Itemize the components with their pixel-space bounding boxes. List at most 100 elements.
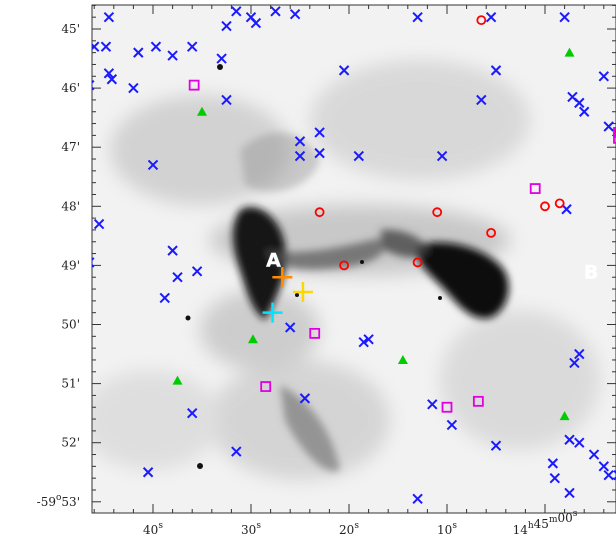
- x-marker: [485, 11, 497, 23]
- x-marker: [103, 68, 115, 79]
- triangle-marker: [247, 334, 258, 344]
- x-marker: [231, 6, 242, 17]
- plus-marker: [262, 302, 283, 323]
- region-label: A: [266, 249, 281, 271]
- triangle-marker: [559, 411, 570, 421]
- x-marker: [191, 266, 203, 277]
- x-marker: [167, 50, 178, 61]
- x-marker: [338, 65, 350, 76]
- x-marker: [294, 136, 306, 147]
- x-marker: [598, 461, 610, 472]
- square-marker: [613, 127, 616, 138]
- x-marker: [289, 9, 301, 20]
- y-tick-label: 47': [61, 140, 80, 154]
- y-tick-label: 50': [61, 318, 80, 332]
- x-marker: [186, 41, 198, 52]
- x-marker: [603, 469, 614, 481]
- circle-marker: [412, 257, 423, 268]
- x-marker: [603, 121, 614, 132]
- region-labels: AB: [266, 249, 599, 283]
- square-marker: [613, 132, 616, 144]
- x-marker: [250, 17, 262, 29]
- triangle-marker: [197, 106, 207, 116]
- y-tick-label: 49': [61, 258, 80, 272]
- x-tick-label: 20s: [339, 521, 359, 537]
- triangle-marker: [397, 354, 408, 364]
- y-tick-label: -59o53': [37, 493, 80, 509]
- x-marker: [547, 458, 559, 469]
- square-marker: [529, 183, 541, 194]
- x-marker: [82, 178, 91, 187]
- x-marker: [559, 11, 570, 23]
- triangle-marker: [564, 47, 575, 57]
- x-tick-labels: 40s30s20s10s14h45m00s50s40: [143, 509, 578, 537]
- x-marker: [299, 393, 311, 404]
- circle-marker: [432, 207, 443, 218]
- circle-marker: [554, 198, 565, 209]
- x-marker: [490, 65, 502, 76]
- x-marker: [147, 159, 159, 171]
- x-marker: [92, 79, 95, 91]
- x-marker: [216, 53, 227, 64]
- x-marker: [294, 150, 306, 162]
- x-tick-label: 40s: [143, 521, 163, 537]
- x-marker: [436, 150, 448, 162]
- square-marker: [472, 395, 484, 407]
- x-marker: [150, 41, 162, 52]
- x-marker: [574, 97, 585, 109]
- x-marker: [363, 334, 374, 345]
- x-marker: [92, 257, 95, 268]
- nebula-image: [92, 5, 616, 513]
- triangle-marker: [172, 375, 183, 385]
- y-tick-label: 48': [61, 199, 80, 213]
- x-marker: [588, 449, 600, 460]
- x-marker: [186, 407, 198, 419]
- x-marker: [476, 94, 487, 106]
- x-marker: [82, 57, 91, 66]
- x-marker: [446, 419, 458, 431]
- plus-marker: [272, 267, 293, 288]
- source-markers: [82, 6, 616, 505]
- circle-marker: [540, 201, 550, 212]
- x-marker: [92, 41, 100, 52]
- square-marker: [188, 79, 200, 91]
- x-marker: [106, 74, 118, 85]
- region-label: B: [584, 261, 598, 283]
- plus-marker: [292, 281, 313, 302]
- circle-marker: [486, 227, 497, 238]
- circle-marker: [476, 15, 487, 26]
- x-marker: [358, 337, 369, 348]
- x-marker: [427, 399, 438, 410]
- square-marker: [309, 327, 321, 339]
- square-marker: [260, 381, 272, 392]
- x-marker: [412, 493, 423, 505]
- x-marker: [100, 41, 112, 52]
- x-marker: [142, 467, 154, 478]
- circle-marker: [314, 207, 325, 218]
- square-marker: [441, 401, 453, 413]
- y-tick-label: 45': [61, 22, 80, 36]
- x-marker: [564, 487, 575, 499]
- x-marker: [549, 472, 561, 484]
- y-tick-label: 46': [61, 81, 80, 95]
- x-marker: [231, 446, 242, 457]
- y-tick-label: 52': [61, 436, 80, 450]
- x-tick-label: 30s: [241, 521, 261, 537]
- x-marker: [598, 71, 610, 82]
- x-marker: [569, 357, 580, 369]
- axis-ticks: [92, 4, 616, 513]
- x-marker: [564, 434, 575, 445]
- x-marker: [284, 322, 296, 333]
- x-tick-label: 10s: [437, 521, 457, 537]
- x-marker: [314, 127, 325, 138]
- y-tick-label: 51': [61, 377, 80, 391]
- x-marker: [221, 20, 232, 32]
- x-marker: [103, 11, 115, 23]
- x-marker: [490, 440, 502, 451]
- x-tick-label: 14h45m00s: [513, 509, 578, 537]
- x-marker: [412, 11, 423, 23]
- x-marker: [574, 437, 585, 448]
- x-marker: [353, 150, 365, 162]
- x-marker: [133, 47, 144, 58]
